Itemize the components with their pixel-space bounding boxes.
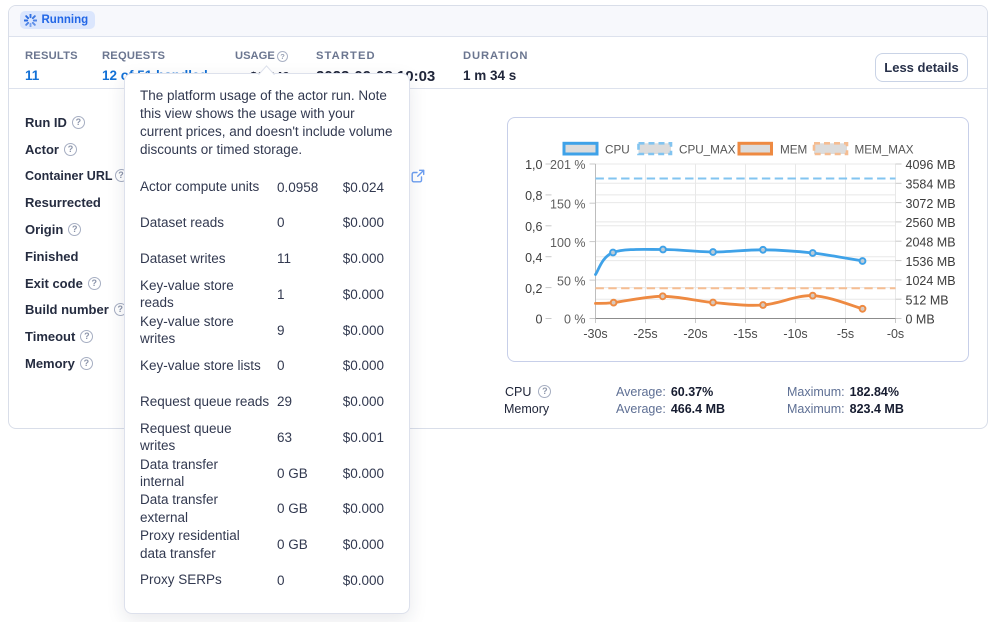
svg-text:-0s: -0s: [887, 327, 904, 341]
svg-text:-25s: -25s: [633, 327, 657, 341]
svg-text:0,8: 0,8: [525, 189, 542, 203]
svg-text:2560 MB: 2560 MB: [906, 216, 956, 230]
svg-text:3584 MB: 3584 MB: [906, 178, 956, 192]
svg-text:0,4: 0,4: [525, 251, 542, 265]
svg-text:CPU_MAX: CPU_MAX: [679, 144, 736, 157]
svg-text:50 %: 50 %: [557, 274, 586, 288]
svg-text:MEM: MEM: [780, 144, 807, 157]
svg-text:0 %: 0 %: [564, 313, 586, 327]
svg-text:150 %: 150 %: [550, 197, 585, 211]
svg-text:201 %: 201 %: [550, 158, 585, 172]
svg-text:CPU: CPU: [605, 144, 630, 157]
svg-text:4096 MB: 4096 MB: [906, 158, 956, 172]
svg-text:1536 MB: 1536 MB: [906, 255, 956, 269]
svg-text:-5s: -5s: [837, 327, 854, 341]
svg-text:2048 MB: 2048 MB: [906, 236, 956, 250]
svg-text:1024 MB: 1024 MB: [906, 274, 956, 288]
svg-text:MEM_MAX: MEM_MAX: [855, 144, 914, 157]
svg-text:-15s: -15s: [733, 327, 757, 341]
svg-text:0 MB: 0 MB: [906, 313, 935, 327]
svg-text:-30s: -30s: [583, 327, 607, 341]
svg-text:3072 MB: 3072 MB: [906, 197, 956, 211]
svg-text:100 %: 100 %: [550, 236, 585, 250]
svg-text:0,6: 0,6: [525, 220, 542, 234]
svg-text:0: 0: [536, 313, 543, 327]
svg-text:1,0: 1,0: [525, 158, 542, 172]
svg-text:0,2: 0,2: [525, 282, 542, 296]
svg-text:-20s: -20s: [683, 327, 707, 341]
svg-text:-10s: -10s: [783, 327, 807, 341]
svg-text:512 MB: 512 MB: [906, 293, 949, 307]
